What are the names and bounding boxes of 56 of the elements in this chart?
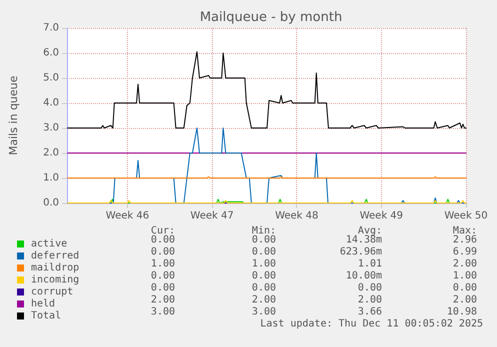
text: 10.98 bbox=[446, 306, 478, 318]
text: 2.00 bbox=[358, 294, 382, 306]
text: 0.00 bbox=[252, 282, 276, 294]
y-axis-title: Mails in queue bbox=[7, 75, 20, 156]
text: 0.00 bbox=[150, 246, 176, 258]
text: 0.00 bbox=[252, 246, 276, 258]
text: 1.00 bbox=[252, 258, 276, 270]
line-series bbox=[67, 51, 466, 128]
text: 0.00 bbox=[150, 234, 176, 246]
x-tick-label: Week 48 bbox=[275, 210, 318, 222]
text: 0.00 bbox=[358, 282, 382, 294]
legend-label: deferred bbox=[31, 250, 80, 262]
y-tick-label: 7.0 bbox=[43, 22, 59, 34]
text: 2.00 bbox=[452, 258, 478, 270]
text: 2.00 bbox=[252, 294, 276, 306]
text: 0.00 bbox=[252, 234, 276, 246]
legend-label: Total bbox=[31, 310, 62, 322]
text: 3.66 bbox=[358, 306, 382, 318]
text: 1.01 bbox=[358, 258, 382, 270]
text: 2.96 bbox=[452, 234, 478, 246]
text: 1.00 bbox=[452, 270, 478, 282]
text: Cur: bbox=[150, 226, 176, 236]
y-tick-label: 4.0 bbox=[43, 98, 59, 108]
x-tick-label: Week 47 bbox=[190, 210, 234, 222]
text: Max: bbox=[452, 226, 478, 236]
text: 0.00 bbox=[150, 282, 176, 294]
text: 0.00 bbox=[150, 270, 176, 282]
text: 14.38m bbox=[346, 234, 382, 246]
y-tick-label: 6.0 bbox=[43, 48, 59, 58]
text: Avg: bbox=[358, 226, 382, 236]
text: 2.00 bbox=[452, 294, 478, 306]
text: 3.00 bbox=[150, 306, 176, 318]
text: 623.96m bbox=[340, 246, 382, 258]
chart-title: Mailqueue - by month bbox=[200, 10, 342, 25]
text: 0.00 bbox=[252, 270, 276, 282]
legend-label: active bbox=[31, 238, 68, 250]
legend-label: maildrop bbox=[31, 262, 80, 274]
text: 10.00m bbox=[346, 270, 382, 282]
legend-label: incoming bbox=[31, 274, 80, 286]
y-tick-label: 3.0 bbox=[43, 122, 59, 134]
text: Last update: Thu Dec 11 00:05:02 2025 bbox=[260, 318, 484, 330]
x-tick-label: Week 46 bbox=[106, 210, 150, 222]
legend-label: corrupt bbox=[31, 286, 74, 298]
text: 0.00 bbox=[452, 282, 478, 294]
legend-label: held bbox=[31, 298, 56, 310]
text: 6.99 bbox=[452, 246, 478, 258]
text: 2.00 bbox=[150, 294, 176, 306]
y-tick-label: 1.0 bbox=[43, 172, 59, 184]
x-tick-label: Week 50 bbox=[444, 210, 488, 222]
text: 3.00 bbox=[252, 306, 276, 318]
text: 1.00 bbox=[150, 258, 176, 270]
text: Min: bbox=[252, 226, 276, 236]
x-tick-label: Week 49 bbox=[360, 210, 404, 222]
y-tick-label: 0.0 bbox=[43, 198, 59, 208]
y-tick-label: 5.0 bbox=[43, 72, 59, 84]
y-tick-label: 2.0 bbox=[43, 148, 59, 158]
